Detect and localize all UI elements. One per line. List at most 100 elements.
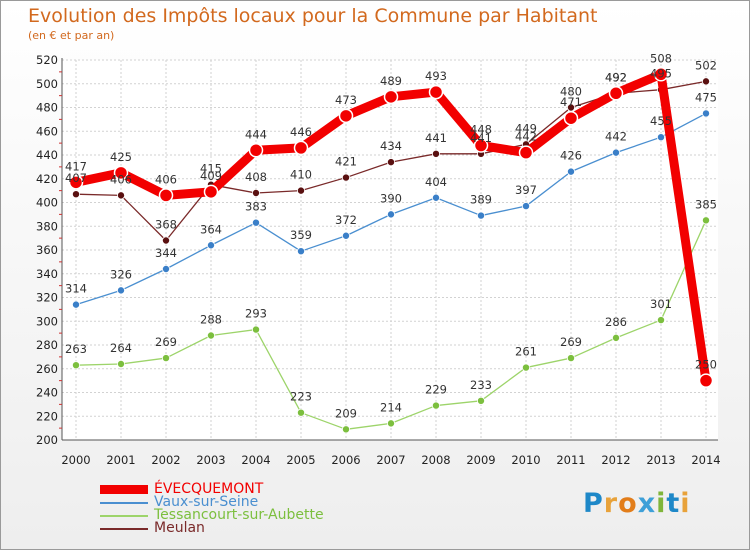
data-label: 442 [605,130,627,144]
x-tick-label: 2002 [151,453,180,467]
x-tick-label: 2006 [331,453,360,467]
data-point [251,325,260,334]
data-label: 233 [470,378,492,392]
legend-item-evecquemont: ÉVECQUEMONT [100,481,324,497]
data-label: 326 [110,267,132,281]
data-label: 492 [605,70,627,84]
legend: ÉVECQUEMONT Vaux-sur-Seine Tessancourt-s… [100,481,324,535]
data-label: 495 [650,67,672,81]
data-point [158,188,174,203]
data-label: 408 [245,170,267,184]
data-point [386,419,395,428]
y-tick-label: 260 [36,362,58,376]
y-tick-label: 200 [36,433,58,447]
x-tick-label: 2014 [691,453,720,467]
data-point [206,241,215,250]
x-tick-label: 2001 [106,453,135,467]
proxiti-logo: Proxiti [583,488,691,519]
legend-label-vaux-sur-seine: Vaux-sur-Seine [154,494,259,510]
data-point [338,108,354,124]
legend-swatch-vaux-sur-seine [100,501,148,504]
data-point [518,145,534,160]
data-label: 264 [110,341,132,355]
data-point [702,109,711,118]
data-label: 229 [425,383,447,397]
data-point [251,218,260,227]
y-tick-label: 500 [36,77,58,91]
data-label: 223 [290,390,312,404]
data-label: 314 [65,282,87,296]
data-point [206,331,215,340]
data-label: 434 [380,139,402,153]
y-tick-label: 220 [36,409,58,423]
data-point [702,77,711,86]
data-label: 415 [200,162,222,176]
data-label: 406 [110,172,132,186]
data-point [203,184,219,200]
data-label: 502 [695,58,717,72]
data-label: 409 [200,169,222,183]
data-point [117,191,126,200]
data-point [341,425,350,434]
y-tick-label: 360 [36,243,58,257]
data-point [117,286,126,295]
x-tick-label: 2007 [376,453,405,467]
data-point [386,210,395,219]
chart-title: Evolution des Impôts locaux pour la Comm… [28,5,598,27]
data-point [72,190,81,199]
data-label: 263 [65,342,87,356]
y-tick-label: 240 [36,386,58,400]
data-label: 250 [695,358,717,372]
data-label: 286 [605,315,627,329]
x-tick-label: 2005 [286,453,315,467]
data-point [431,149,440,158]
y-tick-label: 280 [36,338,58,352]
data-point [161,236,170,245]
data-label: 406 [155,172,177,186]
data-label: 444 [245,127,267,141]
legend-swatch-tessancourt [100,514,148,517]
data-label: 364 [200,222,222,236]
data-point [431,193,440,202]
series-tessancourt-sur-aubette [72,216,711,434]
data-label: 404 [425,175,447,189]
y-tick-label: 480 [36,101,58,115]
x-tick-label: 2008 [421,453,450,467]
data-point [341,231,350,240]
data-point [386,158,395,167]
data-label: 269 [560,335,582,349]
data-point [341,173,350,182]
data-label: 410 [290,168,312,182]
y-tick-label: 300 [36,314,58,328]
legend-label-evecquemont: ÉVECQUEMONT [154,481,264,497]
data-point [161,264,170,273]
logo-letter: x [637,488,657,519]
y-tick-label: 440 [36,148,58,162]
data-label: 426 [560,149,582,163]
data-point [522,363,531,372]
legend-item-meulan: Meulan [100,521,324,535]
data-point [296,186,305,195]
data-label: 261 [515,345,537,359]
data-point [428,84,444,100]
data-point [567,354,576,363]
logo-letter: i [656,488,667,519]
series-vaux-sur-seine [72,109,711,309]
y-tick-label: 380 [36,219,58,233]
data-label: 480 [560,85,582,99]
data-label: 383 [245,200,267,214]
data-point [248,143,264,158]
legend-label-tessancourt: Tessancourt-sur-Aubette [154,507,324,523]
y-tick-label: 520 [36,53,58,67]
data-point [161,354,170,363]
data-label: 508 [650,51,672,65]
data-label: 492 [605,70,627,84]
x-tick-label: 2000 [61,453,90,467]
data-label: 407 [65,171,87,185]
data-point [296,247,305,256]
series-vecquemont [68,67,714,388]
data-point [431,401,440,410]
data-point [293,140,309,156]
data-label: 425 [110,150,132,164]
